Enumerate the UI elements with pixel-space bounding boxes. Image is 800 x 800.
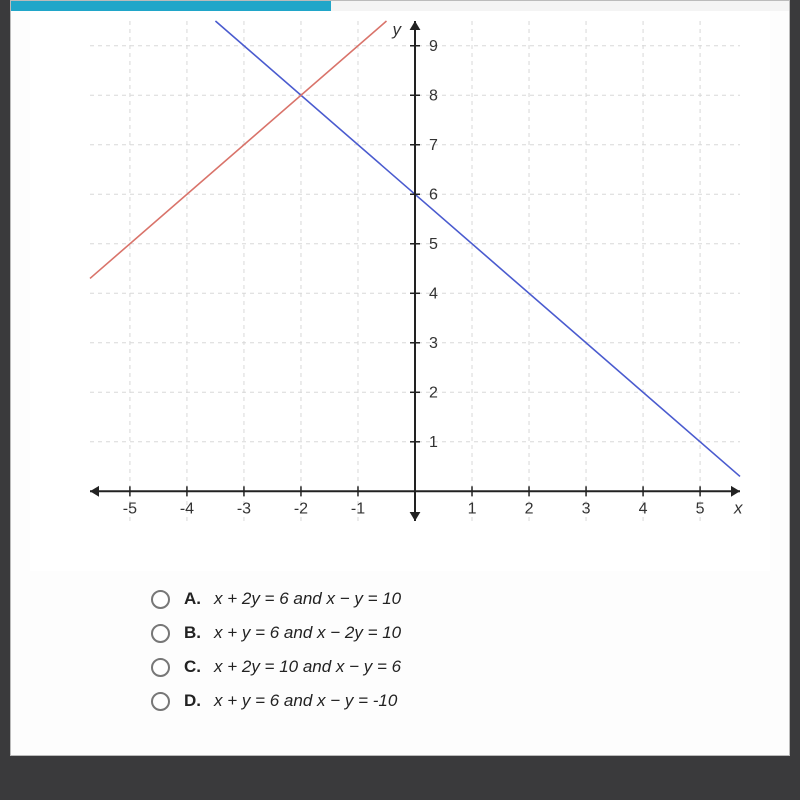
- radio-icon[interactable]: [151, 692, 170, 711]
- radio-icon[interactable]: [151, 624, 170, 643]
- svg-text:-3: -3: [237, 500, 251, 517]
- content-area: -5 -4 -3 -2 -1 1 2 3 4 5 1 2 3 4 5 6 7 8 9 y x A.x + 2y = 6 …: [11, 11, 789, 755]
- svg-text:3: 3: [582, 500, 591, 517]
- svg-text:4: 4: [639, 500, 648, 517]
- svg-text:1: 1: [429, 434, 438, 451]
- graph-svg: -5 -4 -3 -2 -1 1 2 3 4 5 1 2 3 4 5 6 7 8 9 y x: [30, 11, 770, 571]
- option-text: x + 2y = 10 and x − y = 6: [214, 657, 401, 677]
- answer-choice[interactable]: C.x + 2y = 10 and x − y = 6: [151, 657, 789, 677]
- svg-text:5: 5: [429, 236, 438, 253]
- svg-text:7: 7: [429, 137, 438, 154]
- option-letter: C.: [184, 657, 214, 677]
- svg-text:9: 9: [429, 38, 438, 55]
- answer-choice[interactable]: D.x + y = 6 and x − y = -10: [151, 691, 789, 711]
- option-text: x + y = 6 and x − 2y = 10: [214, 623, 401, 643]
- option-text: x + 2y = 6 and x − y = 10: [214, 589, 401, 609]
- option-letter: B.: [184, 623, 214, 643]
- question-card: -5 -4 -3 -2 -1 1 2 3 4 5 1 2 3 4 5 6 7 8 9 y x A.x + 2y = 6 …: [10, 0, 790, 756]
- svg-text:4: 4: [429, 285, 438, 302]
- top-accent-bar: [11, 1, 331, 11]
- coordinate-graph: -5 -4 -3 -2 -1 1 2 3 4 5 1 2 3 4 5 6 7 8 9 y x: [30, 11, 770, 571]
- radio-icon[interactable]: [151, 658, 170, 677]
- svg-text:x: x: [733, 498, 743, 517]
- svg-text:-5: -5: [123, 500, 137, 517]
- svg-text:1: 1: [468, 500, 477, 517]
- svg-text:2: 2: [525, 500, 534, 517]
- answer-choices: A.x + 2y = 6 and x − y = 10B.x + y = 6 a…: [151, 589, 789, 711]
- svg-text:2: 2: [429, 384, 438, 401]
- option-letter: D.: [184, 691, 214, 711]
- answer-choice[interactable]: A.x + 2y = 6 and x − y = 10: [151, 589, 789, 609]
- option-letter: A.: [184, 589, 214, 609]
- svg-text:-1: -1: [351, 500, 365, 517]
- option-text: x + y = 6 and x − y = -10: [214, 691, 397, 711]
- answer-choice[interactable]: B.x + y = 6 and x − 2y = 10: [151, 623, 789, 643]
- svg-text:-4: -4: [180, 500, 194, 517]
- svg-text:-2: -2: [294, 500, 308, 517]
- svg-text:3: 3: [429, 335, 438, 352]
- radio-icon[interactable]: [151, 590, 170, 609]
- svg-text:y: y: [392, 20, 403, 39]
- svg-text:5: 5: [696, 500, 705, 517]
- svg-text:8: 8: [429, 87, 438, 104]
- svg-text:6: 6: [429, 186, 438, 203]
